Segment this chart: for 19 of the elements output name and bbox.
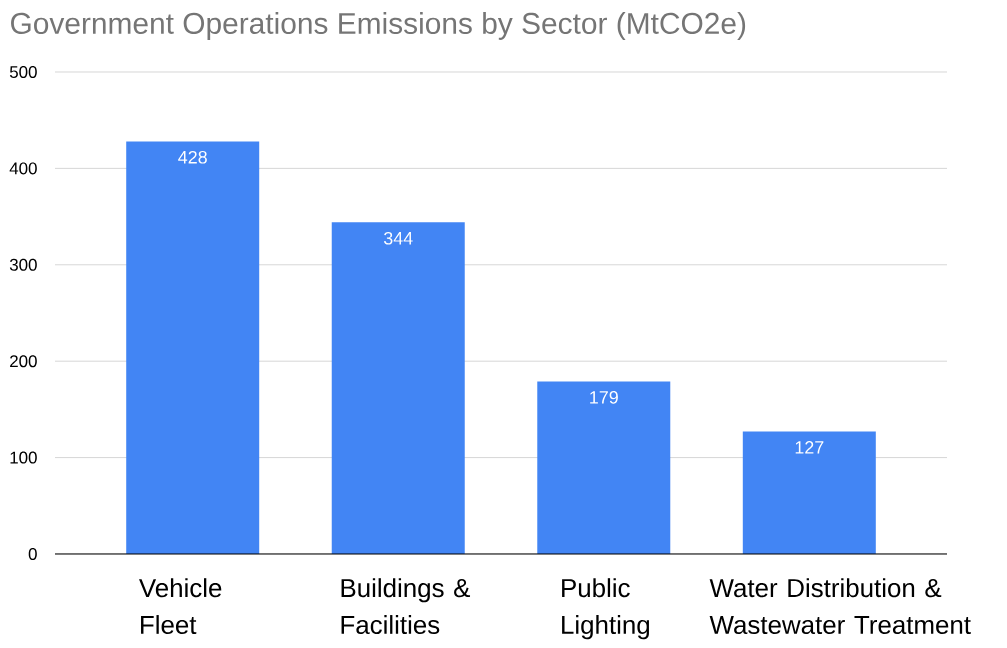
chart-title: Government Operations Emissions by Sector (MtCO2e): [11, 12, 746, 40]
x-tick-label: Buildings & Facilities: [341, 578, 471, 635]
y-tick-label: 100: [10, 451, 37, 464]
bar: [331, 222, 465, 554]
bar: [742, 431, 876, 554]
y-tick-label: 0: [28, 547, 37, 560]
x-tick-label: Public Lighting: [562, 578, 650, 640]
data-label: 344: [383, 231, 413, 245]
bar: [126, 141, 260, 554]
y-tick-label: 200: [10, 355, 37, 368]
y-tick-label: 400: [9, 162, 37, 175]
data-label: 179: [590, 390, 618, 404]
bar: [537, 381, 671, 554]
x-tick-label: Water Distribution & Wastewater Treatment: [709, 578, 971, 635]
y-tick-label: 300: [9, 258, 37, 271]
y-tick-label: 500: [9, 65, 37, 78]
data-label: 428: [178, 150, 207, 164]
data-label: 127: [795, 441, 824, 454]
x-tick-label: Vehicle Fleet: [139, 578, 222, 635]
